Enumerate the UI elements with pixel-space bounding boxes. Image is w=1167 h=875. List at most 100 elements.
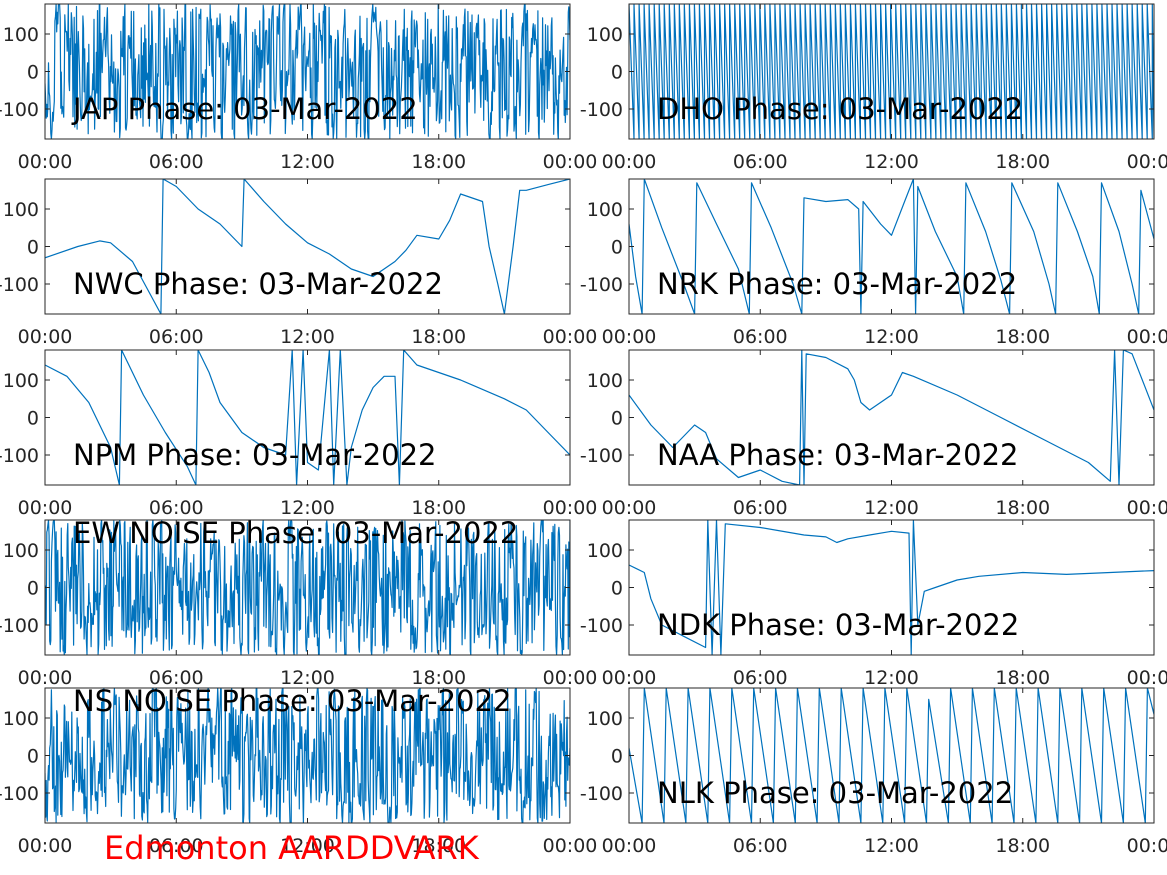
x-tick-label: 12:00 — [864, 326, 919, 348]
phase-panel-1: 100 0 -100 00:00 06:00 12:00 18:00 00:00 JAP Pha… — [0, 3, 598, 173]
x-tick-label: 00:00 — [602, 326, 657, 348]
phase-trace — [45, 688, 570, 823]
x-tick-label: 00:00 — [602, 497, 657, 519]
y-tick-label: -100 — [580, 783, 623, 805]
x-tick-label: 00:00 — [543, 151, 598, 173]
x-tick-label: 18:00 — [995, 151, 1050, 173]
x-tick-label: 00:00 — [543, 326, 598, 348]
phase-panel-10: 100 0 -100 00:00 06:00 12:00 18:00 00:00 NLK Pha… — [580, 687, 1167, 857]
x-tick-label: 00:00 — [18, 326, 73, 348]
phase-trace — [45, 179, 570, 314]
x-tick-label: 18:00 — [411, 497, 466, 519]
phase-panel-4: 100 0 -100 00:00 06:00 12:00 18:00 00:00 NRK Pha… — [580, 178, 1167, 348]
x-tick-label: 12:00 — [864, 835, 919, 857]
x-tick-label: 12:00 — [280, 151, 335, 173]
x-tick-label: 12:00 — [280, 667, 335, 689]
x-tick-label: 00:00 — [1127, 835, 1167, 857]
panel-title: NWC Phase: 03-Mar-2022 — [73, 267, 443, 301]
panel-title: NS NOISE Phase: 03-Mar-2022 — [73, 684, 511, 718]
phase-panel-2: 100 0 -100 00:00 06:00 12:00 18:00 00:00 DHO Pha… — [580, 3, 1167, 173]
phase-trace — [45, 350, 570, 485]
y-tick-label: 100 — [587, 540, 623, 562]
x-tick-label: 06:00 — [733, 497, 788, 519]
x-tick-label: 00:00 — [18, 667, 73, 689]
y-tick-label: -100 — [580, 615, 623, 637]
x-tick-label: 18:00 — [411, 326, 466, 348]
x-tick-label: 12:00 — [280, 835, 335, 857]
phase-trace — [629, 688, 1154, 823]
x-tick-label: 18:00 — [995, 835, 1050, 857]
y-tick-label: -100 — [0, 783, 39, 805]
y-tick-label: 100 — [3, 708, 39, 730]
y-tick-label: -100 — [580, 445, 623, 467]
y-tick-label: 100 — [587, 199, 623, 221]
y-tick-label: -100 — [580, 274, 623, 296]
x-tick-label: 00:00 — [18, 835, 73, 857]
phase-trace — [629, 179, 1154, 314]
x-tick-label: 18:00 — [995, 667, 1050, 689]
x-tick-label: 18:00 — [411, 835, 466, 857]
phase-trace — [629, 520, 1154, 655]
x-tick-label: 00:00 — [543, 667, 598, 689]
x-tick-label: 18:00 — [411, 667, 466, 689]
y-tick-label: 100 — [3, 24, 39, 46]
phase-trace — [629, 350, 1154, 485]
panel-title: NRK Phase: 03-Mar-2022 — [657, 267, 1017, 301]
station-footer-label: Edmonton AARDDVARK — [104, 829, 479, 867]
x-tick-label: 00:00 — [602, 667, 657, 689]
x-tick-label: 00:00 — [1127, 497, 1167, 519]
y-tick-label: 0 — [611, 408, 623, 430]
panel-title: EW NOISE Phase: 03-Mar-2022 — [73, 516, 518, 550]
x-tick-label: 18:00 — [995, 497, 1050, 519]
y-tick-label: 0 — [27, 408, 39, 430]
y-tick-label: 0 — [27, 578, 39, 600]
x-tick-label: 00:00 — [18, 497, 73, 519]
x-tick-label: 06:00 — [149, 667, 204, 689]
x-tick-label: 00:00 — [1127, 326, 1167, 348]
x-tick-label: 18:00 — [995, 326, 1050, 348]
phase-trace — [45, 4, 570, 139]
phase-panel-9: 100 0 -100 00:00 06:00 12:00 18:00 00:00 NS NOIS… — [0, 684, 597, 857]
x-tick-label: 12:00 — [864, 497, 919, 519]
y-tick-label: -100 — [0, 274, 39, 296]
y-tick-label: 100 — [3, 199, 39, 221]
y-tick-label: -100 — [0, 615, 39, 637]
y-tick-label: 0 — [27, 62, 39, 84]
panel-title: DHO Phase: 03-Mar-2022 — [657, 92, 1023, 126]
y-tick-label: 0 — [27, 237, 39, 259]
y-tick-label: 100 — [587, 370, 623, 392]
panel-title: NDK Phase: 03-Mar-2022 — [657, 608, 1019, 642]
x-tick-label: 06:00 — [149, 151, 204, 173]
phase-panel-6: 100 0 -100 00:00 06:00 12:00 18:00 00:00 NAA Pha… — [580, 349, 1167, 519]
y-tick-label: 0 — [611, 578, 623, 600]
panel-title: JAP Phase: 03-Mar-2022 — [71, 92, 418, 126]
x-tick-label: 00:00 — [543, 497, 598, 519]
x-tick-label: 06:00 — [733, 326, 788, 348]
panel-title: NPM Phase: 03-Mar-2022 — [73, 438, 437, 472]
panel-title: NAA Phase: 03-Mar-2022 — [657, 438, 1018, 472]
x-tick-label: 12:00 — [864, 667, 919, 689]
x-tick-label: 06:00 — [733, 835, 788, 857]
y-tick-label: -100 — [0, 445, 39, 467]
y-tick-label: 0 — [27, 746, 39, 768]
phase-trace — [45, 520, 570, 655]
phase-panel-3: 100 0 -100 00:00 06:00 12:00 18:00 00:00 NWC Pha… — [0, 178, 598, 348]
y-tick-label: 0 — [611, 62, 623, 84]
y-tick-label: 100 — [3, 540, 39, 562]
y-tick-label: 0 — [611, 746, 623, 768]
x-tick-label: 06:00 — [733, 151, 788, 173]
x-tick-label: 00:00 — [602, 835, 657, 857]
x-tick-label: 00:00 — [18, 151, 73, 173]
panel-title: NLK Phase: 03-Mar-2022 — [657, 776, 1013, 810]
x-tick-label: 12:00 — [864, 151, 919, 173]
x-tick-label: 06:00 — [149, 497, 204, 519]
x-tick-label: 06:00 — [149, 835, 204, 857]
x-tick-label: 00:00 — [1127, 667, 1167, 689]
x-tick-label: 00:00 — [602, 151, 657, 173]
y-tick-label: -100 — [0, 99, 39, 121]
y-tick-label: -100 — [580, 99, 623, 121]
x-tick-label: 06:00 — [733, 667, 788, 689]
y-tick-label: 100 — [587, 708, 623, 730]
y-tick-label: 100 — [587, 24, 623, 46]
